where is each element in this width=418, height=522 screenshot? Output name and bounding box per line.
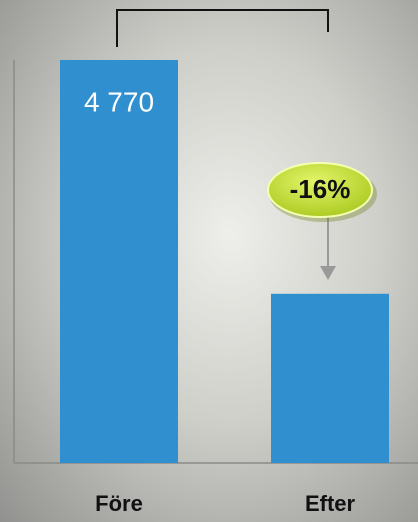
bar <box>271 293 389 463</box>
bar <box>60 60 178 463</box>
x-tick-label: Efter <box>305 491 356 516</box>
value-label: 4 770 <box>84 86 154 117</box>
arrow-head <box>320 266 336 280</box>
annotation: -16% <box>290 174 351 204</box>
x-tick-label: Före <box>95 491 143 516</box>
badge <box>267 162 373 218</box>
bracket <box>116 9 329 47</box>
